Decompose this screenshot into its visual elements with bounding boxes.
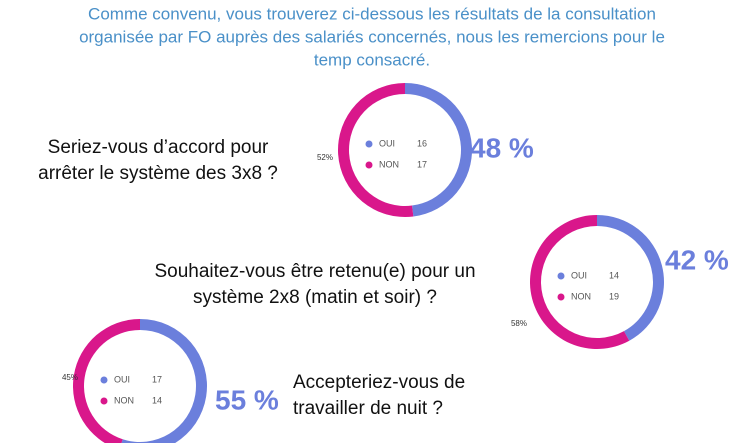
donut-segment: [338, 83, 414, 217]
donut-segment: [73, 319, 140, 443]
question-line: Souhaitez-vous être retenu(e) pour un: [154, 261, 475, 282]
donut-segment: [121, 319, 207, 443]
donut-segment: [405, 83, 473, 217]
intro-line: organisée par FO auprès des salariés con…: [79, 27, 665, 46]
legend-marker: [557, 272, 565, 280]
legend-label: NON: [571, 291, 591, 301]
legend-label: NON: [114, 395, 134, 405]
value-label-big: 42 %: [665, 244, 729, 275]
legend-marker: [365, 140, 373, 148]
value-label-small: 52%: [317, 153, 333, 162]
intro-line: Comme convenu, vous trouverez ci-dessous…: [88, 4, 656, 23]
value-label-big: 48 %: [470, 132, 534, 163]
legend-label: OUI: [114, 374, 130, 384]
legend-marker: [557, 293, 565, 301]
question-line: Seriez-vous d’accord pour: [48, 137, 269, 158]
value-label-small: 45%: [62, 373, 78, 382]
legend-count: 14: [609, 270, 619, 280]
legend-marker: [100, 397, 108, 405]
intro-line: temp consacré.: [314, 50, 430, 69]
question-line: arrêter le système des 3x8 ?: [38, 163, 278, 184]
legend-count: 14: [152, 395, 162, 405]
question-line: travailler de nuit ?: [293, 398, 443, 419]
legend-marker: [365, 161, 373, 169]
donut-segment: [529, 215, 630, 349]
legend-label: OUI: [571, 270, 587, 280]
donut-segment: [597, 215, 664, 341]
legend-count: 19: [609, 291, 619, 301]
question-line: Accepteriez-vous de: [293, 372, 465, 393]
legend-label: OUI: [379, 138, 395, 148]
value-label-small: 58%: [511, 319, 527, 328]
legend-marker: [100, 376, 108, 384]
value-label-big: 55 %: [215, 384, 279, 415]
question-line: système 2x8 (matin et soir) ?: [193, 287, 437, 308]
legend-count: 17: [152, 374, 162, 384]
legend-count: 16: [417, 138, 427, 148]
legend-label: NON: [379, 159, 399, 169]
legend-count: 17: [417, 159, 427, 169]
